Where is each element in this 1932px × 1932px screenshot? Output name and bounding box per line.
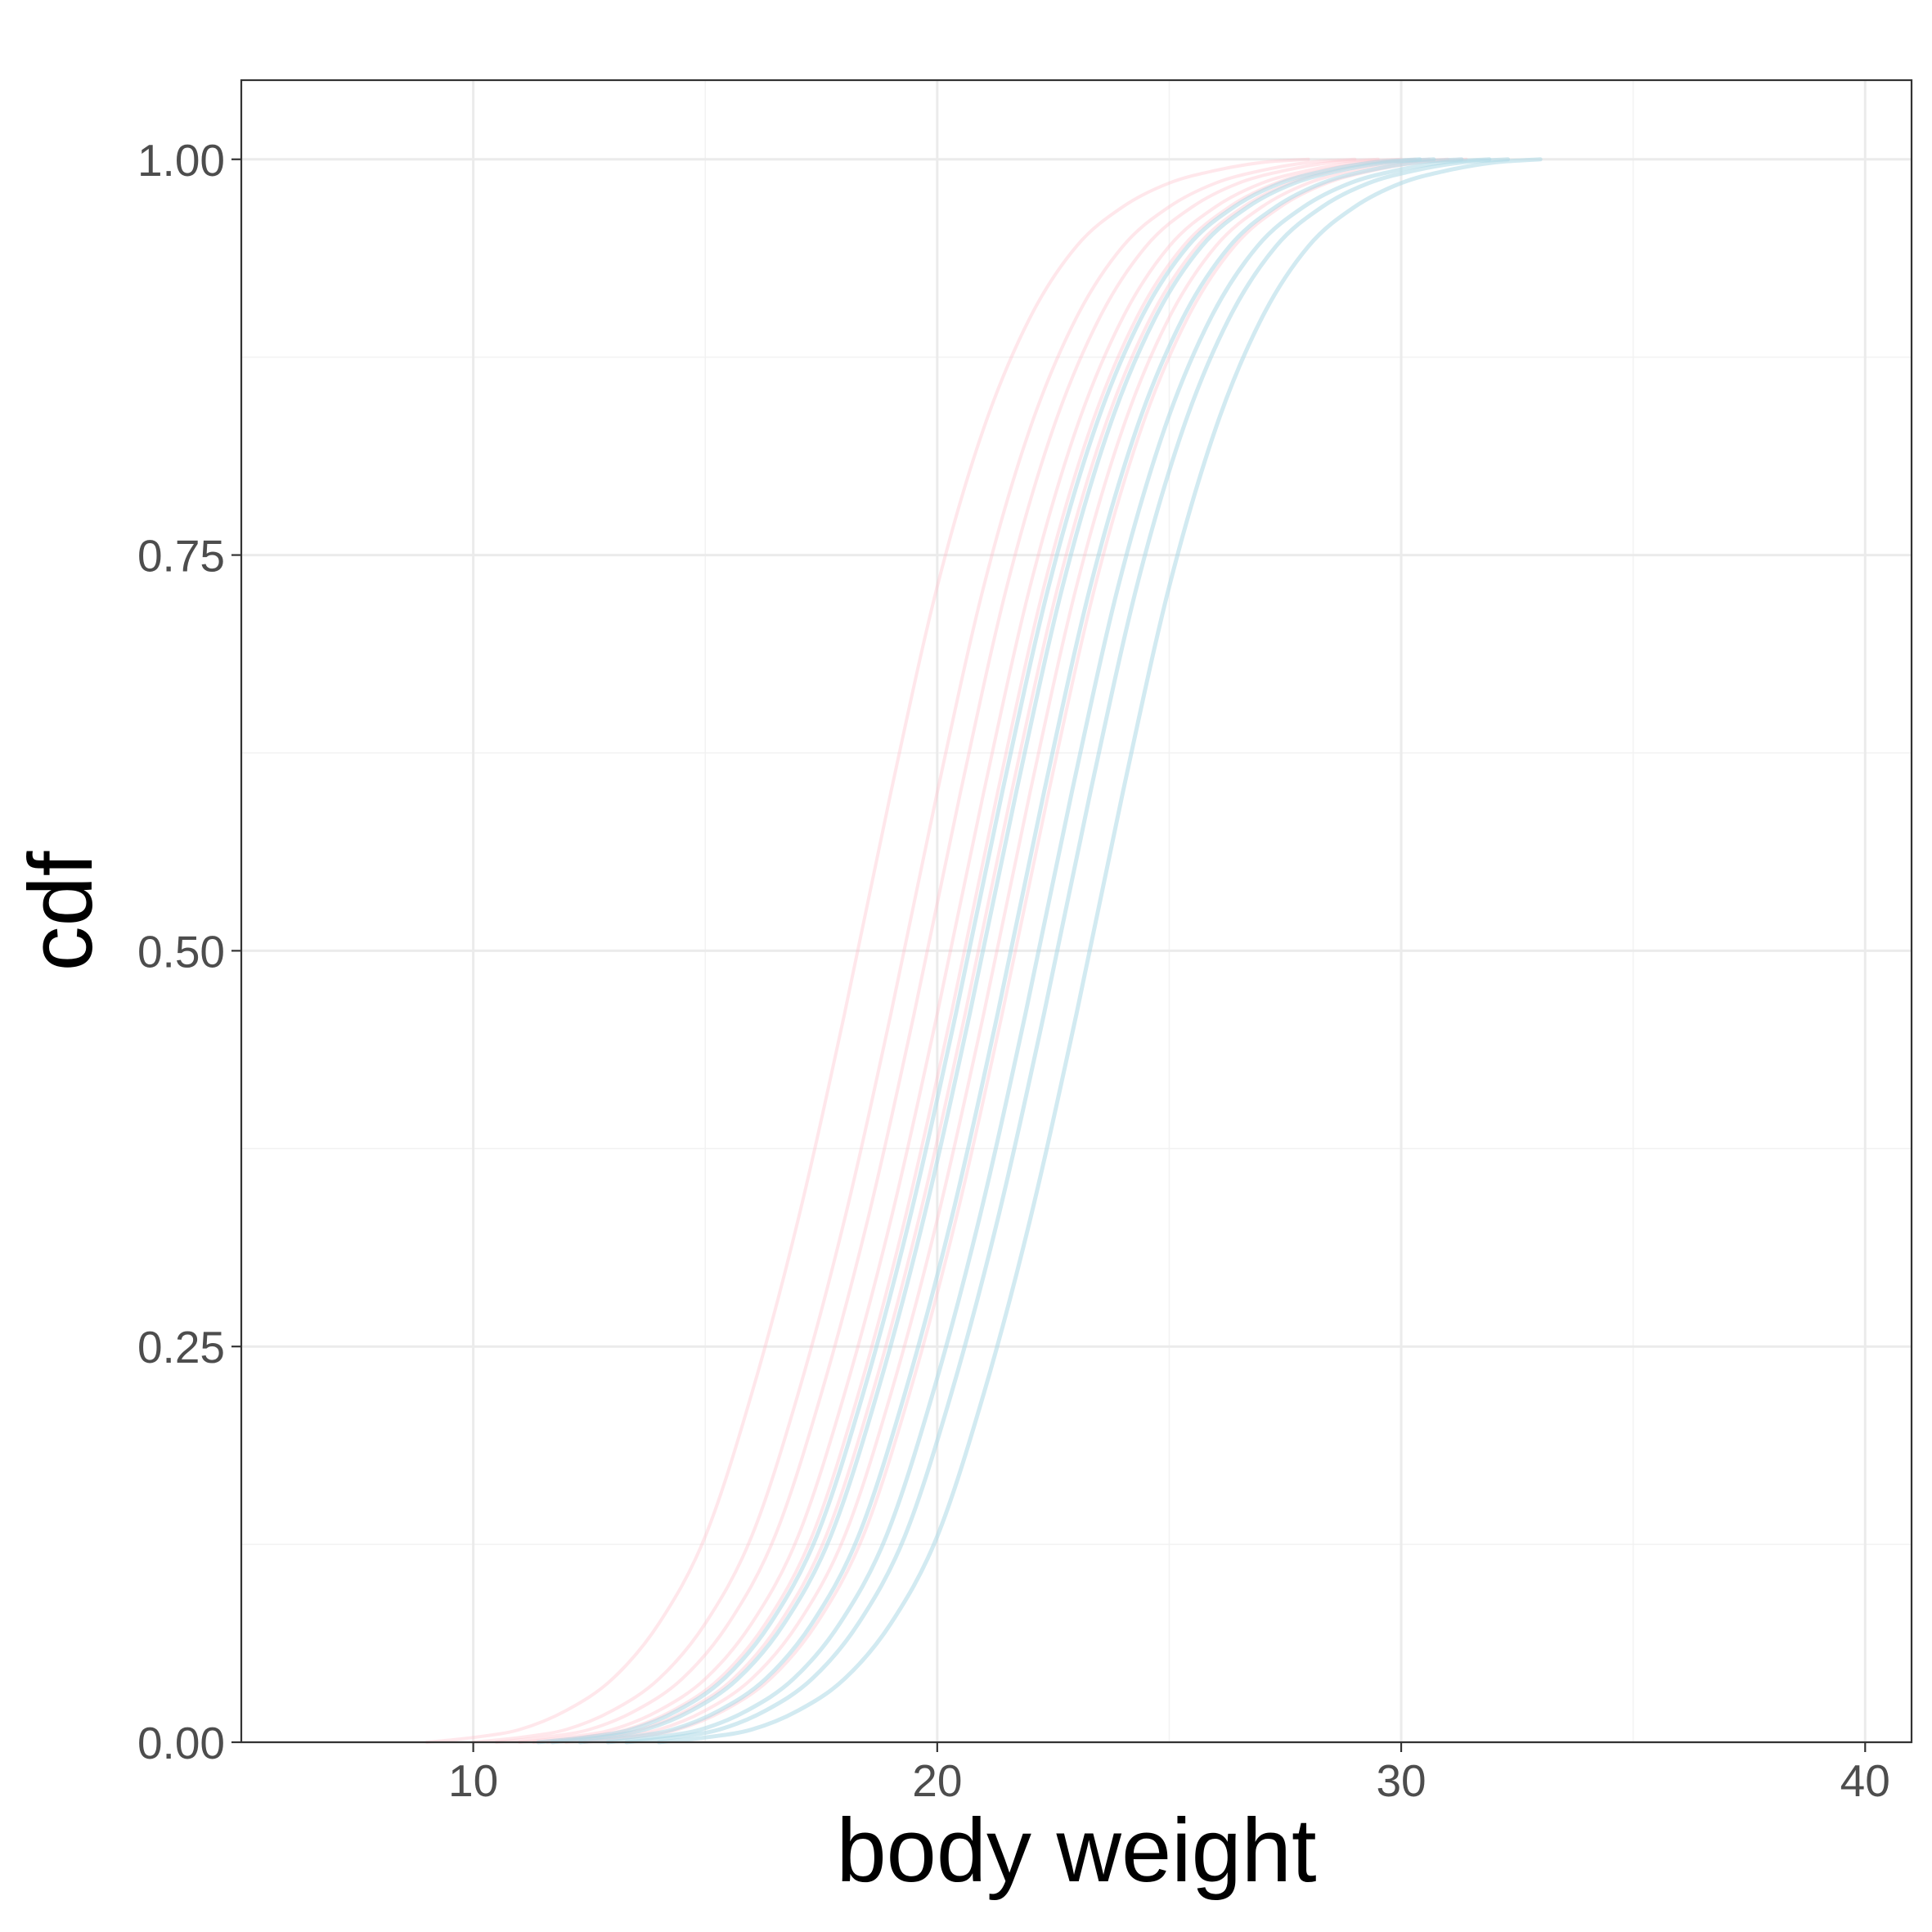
y-axis-ticks: 0.00 0.25 0.50 0.75 1.00 xyxy=(137,135,241,1768)
y-axis-title: cdf xyxy=(11,851,111,971)
blue-cdf-line-12 xyxy=(605,157,1492,1745)
pink-cdf-line-6 xyxy=(546,157,1431,1744)
pink-cdf-line-7 xyxy=(564,157,1449,1744)
y-tick-label: 0.75 xyxy=(137,531,225,582)
pink-cdf-line-1 xyxy=(425,157,1310,1744)
y-tick-label: 0.50 xyxy=(137,926,225,977)
blue-cdf-line-13 xyxy=(624,157,1510,1745)
blue-cdf-line-9 xyxy=(536,157,1422,1745)
x-tick-label: 40 xyxy=(1840,1755,1890,1806)
cdf-lines xyxy=(425,157,1543,1745)
pink-cdf-line-8 xyxy=(582,157,1468,1744)
x-tick-label: 30 xyxy=(1376,1755,1426,1806)
blue-cdf-line-11 xyxy=(577,157,1464,1745)
major-gridlines xyxy=(241,80,1912,1744)
pink-cdf-line-4 xyxy=(518,157,1404,1744)
y-tick-label: 0.00 xyxy=(137,1718,225,1768)
y-tick-label: 0.25 xyxy=(137,1322,225,1373)
blue-cdf-line-10 xyxy=(550,157,1436,1745)
y-tick-label: 1.00 xyxy=(137,135,225,186)
minor-gridlines xyxy=(241,80,1912,1742)
panel-border xyxy=(240,79,1913,1744)
x-tick-label: 10 xyxy=(448,1755,498,1806)
x-tick-label: 20 xyxy=(912,1755,962,1806)
x-axis-title: body weight xyxy=(836,1800,1316,1901)
pink-cdf-line-5 xyxy=(532,157,1418,1744)
pink-cdf-line-3 xyxy=(495,157,1380,1744)
blue-cdf-line-14 xyxy=(657,157,1543,1745)
pink-cdf-line-2 xyxy=(471,157,1357,1744)
x-axis-ticks: 10 20 30 40 xyxy=(448,1742,1890,1806)
